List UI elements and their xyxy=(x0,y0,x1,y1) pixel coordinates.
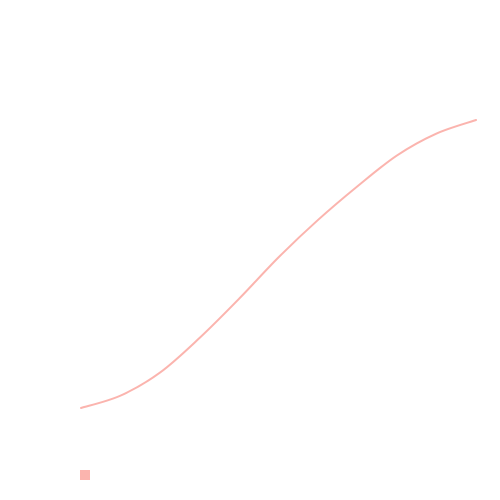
series-layer xyxy=(80,119,477,409)
legend xyxy=(80,470,96,480)
series-line-0 xyxy=(80,119,477,409)
legend-swatch xyxy=(80,470,90,480)
